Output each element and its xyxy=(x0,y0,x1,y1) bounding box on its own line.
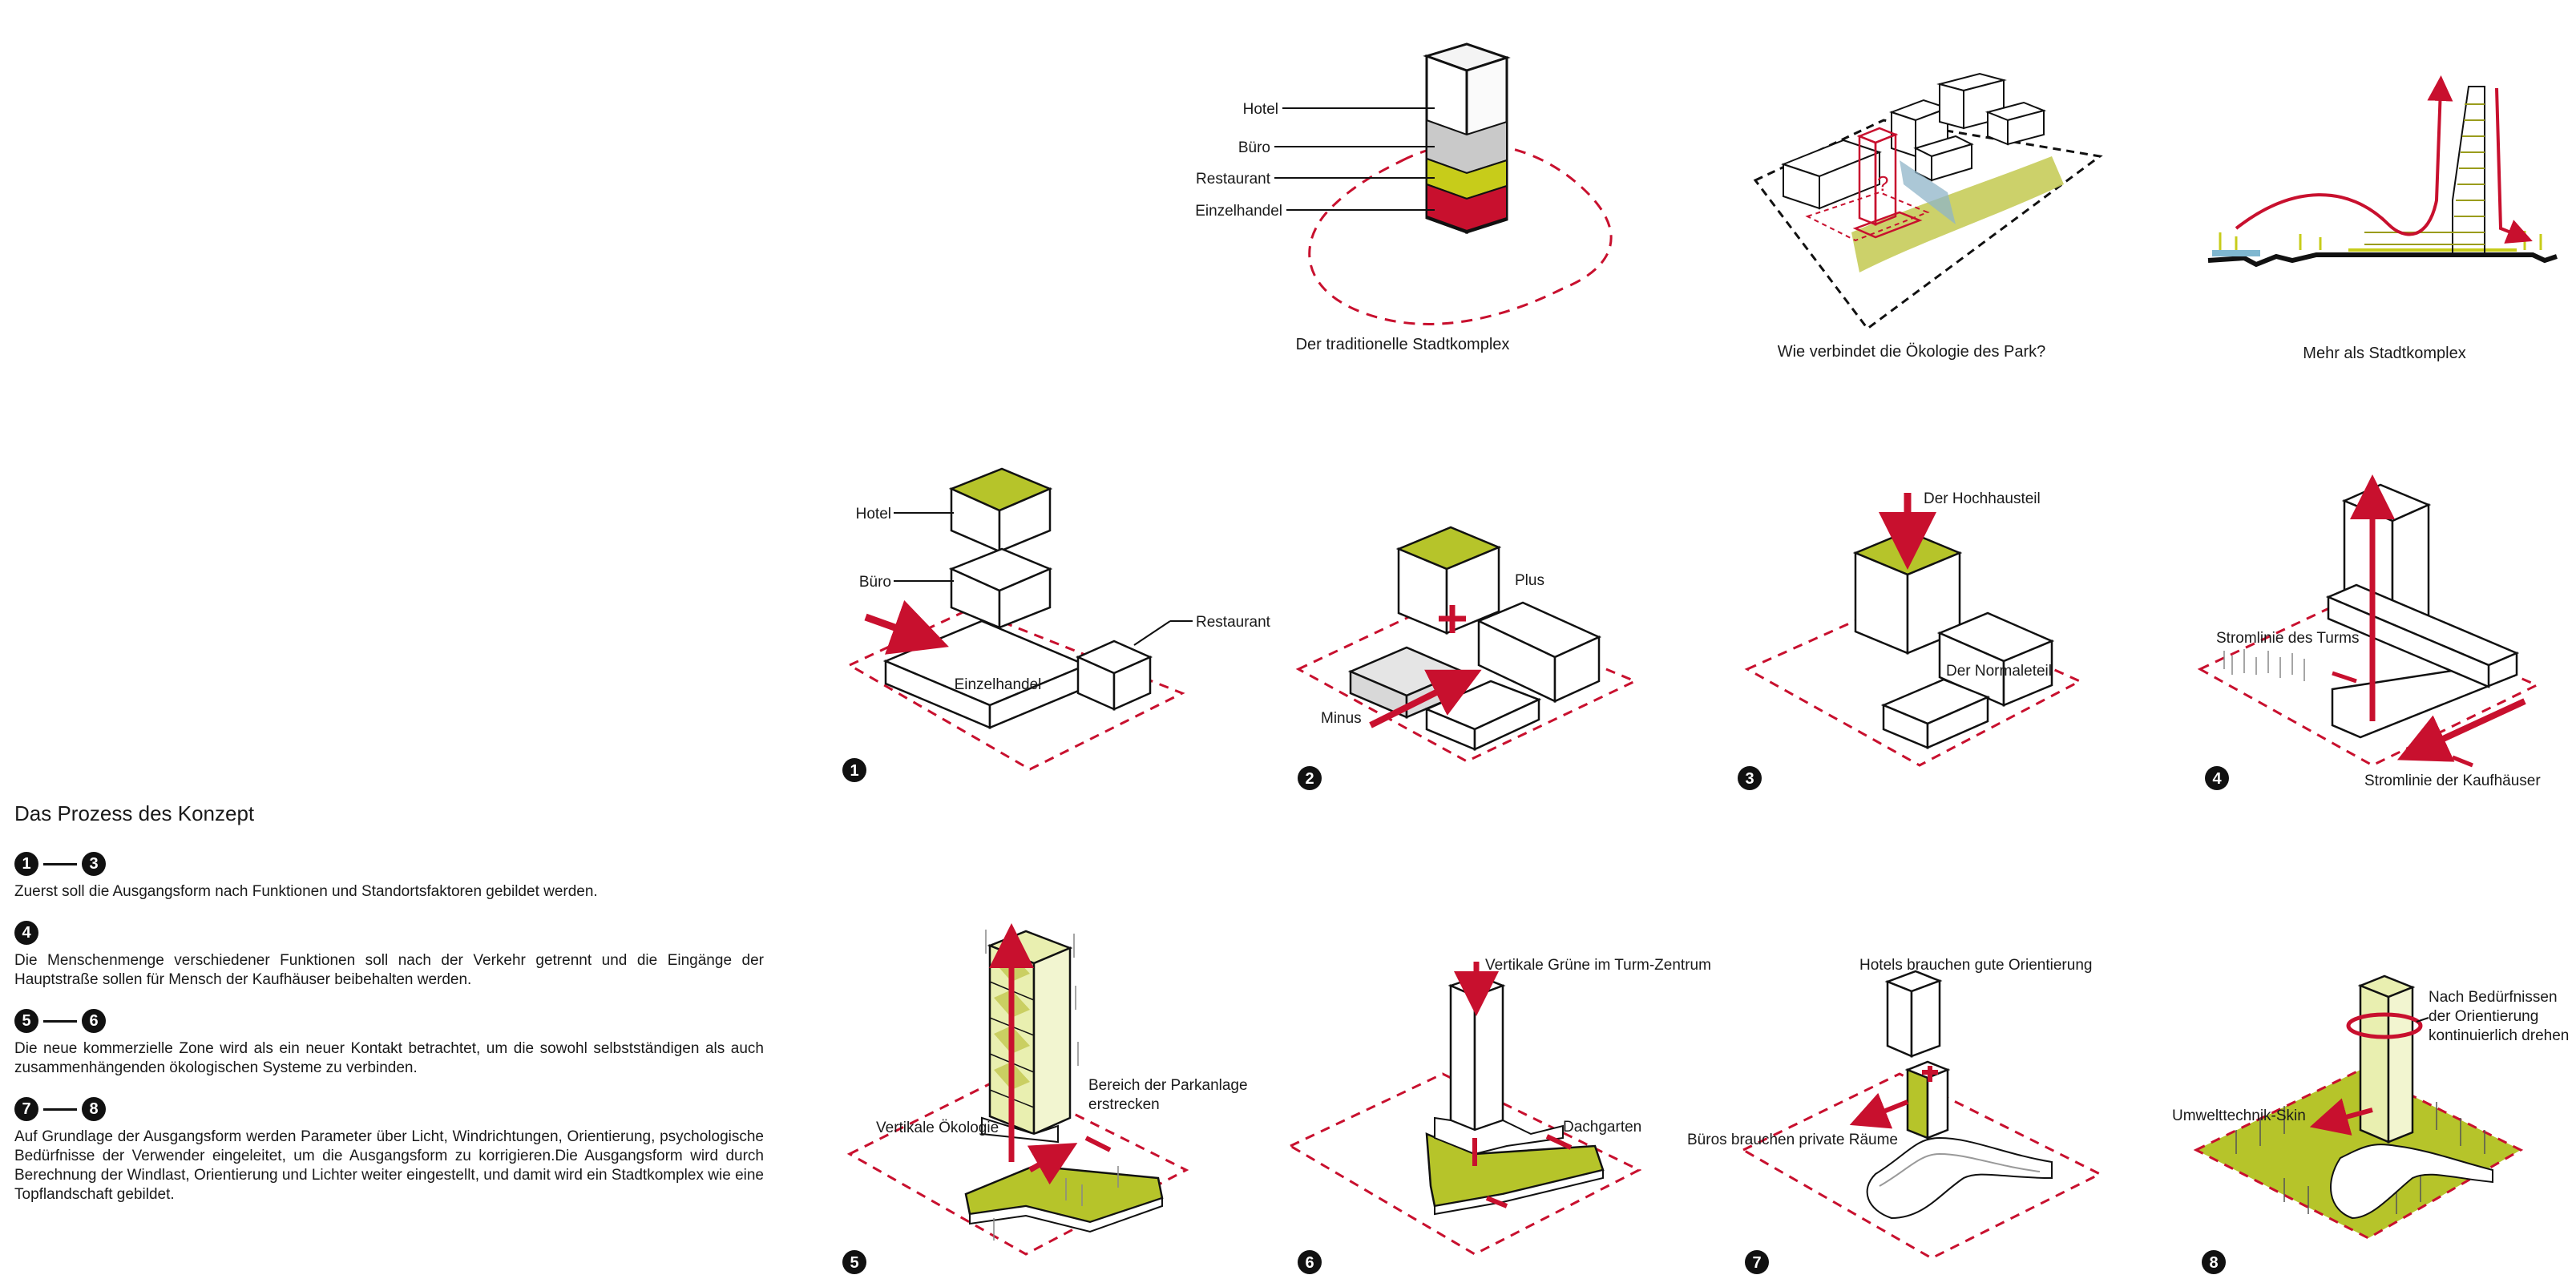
label-stromlinie-turm: Stromlinie des Turms xyxy=(2216,630,2359,647)
label-hotel: Hotel xyxy=(856,506,891,522)
step-description: Die neue kommerzielle Zone wird als ein … xyxy=(14,1040,764,1076)
label-einzelhandel: Einzelhandel xyxy=(955,676,1042,693)
step-number-4: 4 xyxy=(2212,770,2222,788)
range-dash xyxy=(43,1019,77,1023)
step-dot-6: 6 xyxy=(82,1009,106,1033)
label-restaurant: Restaurant xyxy=(1196,614,1271,631)
step-number-3: 3 xyxy=(1745,770,1754,788)
panel-step-5-6: 5 6 Die neue kommerzielle Zone wird als … xyxy=(14,1007,764,1078)
label-plus: Plus xyxy=(1515,572,1544,589)
question-mark: ? xyxy=(1877,171,1888,196)
label-bereich-parkanlage: Bereich der Parkanlage xyxy=(1088,1077,1248,1094)
label-hochhausteil: Der Hochhausteil xyxy=(1924,490,2041,507)
step-8-diagram: Nach Bedürfnissen der Orientierung konti… xyxy=(2172,974,2569,1274)
step-range-4: 4 xyxy=(14,919,764,946)
step-range-1-3: 1 3 xyxy=(14,850,764,878)
label-buero: Büro xyxy=(859,574,891,591)
range-dash xyxy=(43,862,77,865)
top-diagram-park: ? Wie verbindet die Ökologie des Park? xyxy=(1753,72,2103,361)
step-1-diagram: Hotel Büro Restaurant Einzelhandel 1 xyxy=(842,467,1271,782)
step-5-diagram: Vertikale Ökologie Bereich der Parkanlag… xyxy=(842,923,1248,1274)
caption-more-than: Mehr als Stadtkomplex xyxy=(2303,345,2465,362)
step-number-2: 2 xyxy=(1305,770,1314,788)
label-kontinuierlich-drehen: kontinuierlich drehen xyxy=(2429,1027,2569,1044)
step-number-6: 6 xyxy=(1305,1254,1314,1272)
step-4-diagram: Stromlinie des Turms Stromlinie der Kauf… xyxy=(2197,474,2541,790)
range-dash xyxy=(43,1107,77,1111)
step-number-7: 7 xyxy=(1752,1254,1761,1272)
step-range-7-8: 7 8 xyxy=(14,1095,764,1123)
step-7-diagram: Hotels brauchen gute Orientierung Büros … xyxy=(1687,957,2103,1274)
top-diagram-traditional: Hotel Büro Restaurant Einzelhandel Der t… xyxy=(1195,42,1613,353)
step-number-5: 5 xyxy=(850,1254,858,1272)
top-diagram-section: Mehr als Stadtkomplex xyxy=(2207,75,2558,362)
label-der-orientierung: der Orientierung xyxy=(2429,1008,2538,1025)
panel-step-1-3: 1 3 Zuerst soll die Ausgangsform nach Fu… xyxy=(14,850,764,902)
label-vertikale-gruene: Vertikale Grüne im Turm-Zentrum xyxy=(1485,957,1711,974)
label-hotels-orientierung: Hotels brauchen gute Orientierung xyxy=(1859,957,2092,974)
step-dot-4: 4 xyxy=(14,921,38,945)
label-restaurant-top: Restaurant xyxy=(1196,171,1271,188)
caption-park: Wie verbindet die Ökologie des Park? xyxy=(1778,343,2046,361)
step-2-diagram: Plus Minus 2 xyxy=(1295,526,1638,790)
step-description: Auf Grundlage der Ausgangsform werden Pa… xyxy=(14,1128,764,1203)
step-6-diagram: Vertikale Grüne im Turm-Zentrum Dachgart… xyxy=(1287,957,1711,1274)
label-dachgarten: Dachgarten xyxy=(1563,1119,1641,1136)
step-dot-7: 7 xyxy=(14,1097,38,1121)
step-dot-3: 3 xyxy=(82,852,106,876)
label-erstrecken: erstrecken xyxy=(1088,1096,1160,1113)
step-number-1: 1 xyxy=(850,762,858,780)
step-number-8: 8 xyxy=(2209,1254,2218,1272)
panel-step-4: 4 Die Menschenmenge verschiedener Funkti… xyxy=(14,919,764,990)
label-nach-beduerfnissen: Nach Bedürfnissen xyxy=(2429,989,2558,1006)
step-3-diagram: Der Hochhausteil Der Normaleteil 3 xyxy=(1738,490,2083,790)
label-normaleteil: Der Normaleteil xyxy=(1946,663,2052,680)
step-dot-1: 1 xyxy=(14,852,38,876)
step-range-5-6: 5 6 xyxy=(14,1007,764,1035)
step-description: Die Menschenmenge verschiedener Funktion… xyxy=(14,952,764,988)
label-einzelhandel-top: Einzelhandel xyxy=(1195,203,1282,220)
label-minus: Minus xyxy=(1321,710,1362,727)
label-vertikale-oekologie: Vertikale Ökologie xyxy=(876,1120,999,1136)
label-stromlinie-kaufhaeuser: Stromlinie der Kaufhäuser xyxy=(2364,773,2541,789)
concept-text-panel: Das Prozess des Konzept 1 3 Zuerst soll … xyxy=(14,801,764,1222)
label-hotel-top: Hotel xyxy=(1243,101,1278,118)
step-dot-8: 8 xyxy=(82,1097,106,1121)
panel-step-7-8: 7 8 Auf Grundlage der Ausgangsform werde… xyxy=(14,1095,764,1204)
step-dot-5: 5 xyxy=(14,1009,38,1033)
label-bueros-private-raeume: Büros brauchen private Räume xyxy=(1687,1132,1898,1148)
label-umwelttechnik-skin: Umwelttechnik-Skin xyxy=(2172,1107,2306,1124)
caption-traditional: Der traditionelle Stadtkomplex xyxy=(1296,336,1510,353)
panel-title: Das Prozess des Konzept xyxy=(14,801,255,825)
step-description: Zuerst soll die Ausgangsform nach Funkti… xyxy=(14,883,598,900)
label-buero-top: Büro xyxy=(1238,139,1270,156)
